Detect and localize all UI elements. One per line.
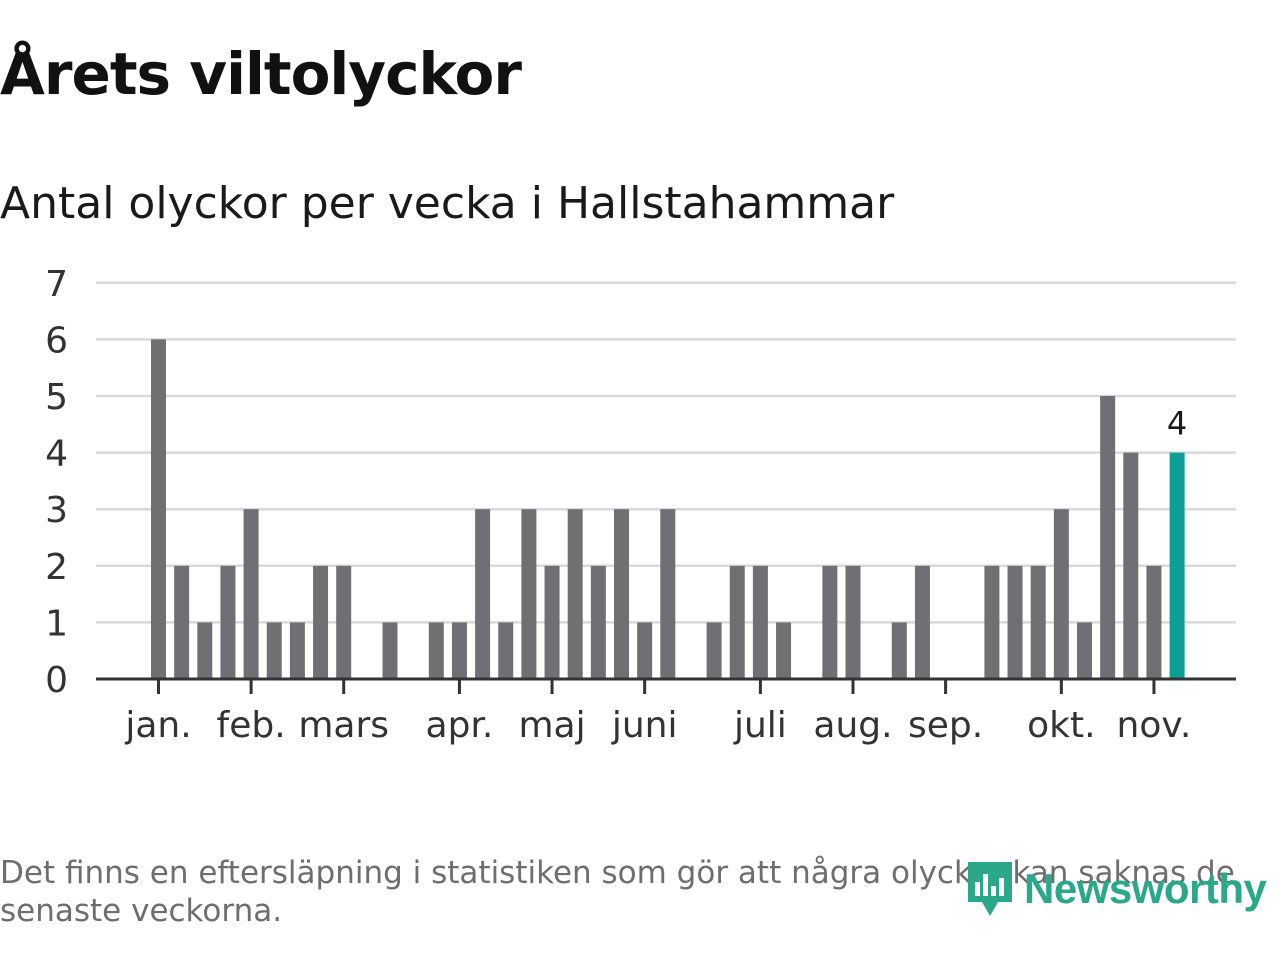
bar xyxy=(776,622,792,679)
bar xyxy=(891,622,907,679)
logo-chart-icon xyxy=(968,862,1012,916)
x-axis xyxy=(96,677,1236,694)
bar xyxy=(1146,565,1162,679)
month-label: jan. xyxy=(124,705,191,746)
month-label: maj xyxy=(518,705,585,746)
y-axis-labels: 0 1 2 3 4 5 6 7 xyxy=(45,264,68,701)
y-tick-label: 3 xyxy=(45,490,68,531)
bar xyxy=(614,509,629,679)
month-label: sep. xyxy=(908,705,983,746)
y-tick-label: 7 xyxy=(45,264,68,305)
bar xyxy=(590,565,606,679)
y-tick-label: 0 xyxy=(45,660,68,701)
bar xyxy=(706,622,722,679)
bar xyxy=(1123,452,1139,679)
bar xyxy=(567,509,583,679)
bar xyxy=(729,565,745,679)
bar xyxy=(637,622,653,679)
footnote: Det finns en eftersläpning i statistiken… xyxy=(0,855,1235,929)
bar xyxy=(289,622,305,679)
month-label: aug. xyxy=(813,705,892,746)
bar xyxy=(243,509,259,679)
month-label: apr. xyxy=(426,705,494,746)
month-label: mars xyxy=(298,705,389,746)
bar xyxy=(521,509,537,679)
y-tick-label: 6 xyxy=(45,320,68,361)
x-axis-labels: jan. feb. mars apr. maj juni juli aug. sep. okt. n… xyxy=(124,705,1191,746)
bar xyxy=(313,565,329,679)
bar-chart: 0 1 2 3 4 5 6 7 4 jan. feb. mars apr. maj juni juli au… xyxy=(45,264,1236,746)
bars: 4 xyxy=(151,339,1187,679)
bar xyxy=(544,565,560,679)
bar xyxy=(1077,622,1092,679)
bar xyxy=(151,339,166,679)
y-tick-label: 5 xyxy=(45,377,68,418)
month-label: okt. xyxy=(1027,705,1095,746)
bar xyxy=(266,622,282,679)
bar xyxy=(914,565,930,679)
bar xyxy=(197,622,213,679)
y-tick-label: 4 xyxy=(45,434,68,475)
bar xyxy=(336,565,352,679)
month-label: juli xyxy=(733,705,787,746)
logo-text: Newsworthy xyxy=(1024,865,1267,912)
y-tick-label: 2 xyxy=(45,547,68,588)
bar xyxy=(451,622,467,679)
bar xyxy=(845,565,861,679)
bar xyxy=(752,565,768,679)
bar xyxy=(1030,565,1046,679)
bar xyxy=(498,622,514,679)
month-label: nov. xyxy=(1117,705,1192,746)
bar xyxy=(1100,396,1116,679)
month-label: juni xyxy=(611,705,678,746)
bar-highlight xyxy=(1169,452,1185,679)
chart-subtitle: Antal olyckor per vecka i Hallstahammar xyxy=(0,178,895,229)
newsworthy-logo: Newsworthy xyxy=(964,858,1267,920)
month-label: feb. xyxy=(217,705,286,746)
highlight-value-label: 4 xyxy=(1167,405,1187,443)
bar xyxy=(984,565,1000,679)
bar xyxy=(382,622,398,679)
bar xyxy=(1007,565,1023,679)
bar xyxy=(660,509,676,679)
bar xyxy=(428,622,444,679)
y-tick-label: 1 xyxy=(45,603,68,644)
bar xyxy=(475,509,491,679)
bar xyxy=(822,565,838,679)
bar xyxy=(174,565,190,679)
bar xyxy=(1053,509,1069,679)
chart-title: Årets viltolyckor xyxy=(0,40,522,108)
bar xyxy=(220,565,236,679)
